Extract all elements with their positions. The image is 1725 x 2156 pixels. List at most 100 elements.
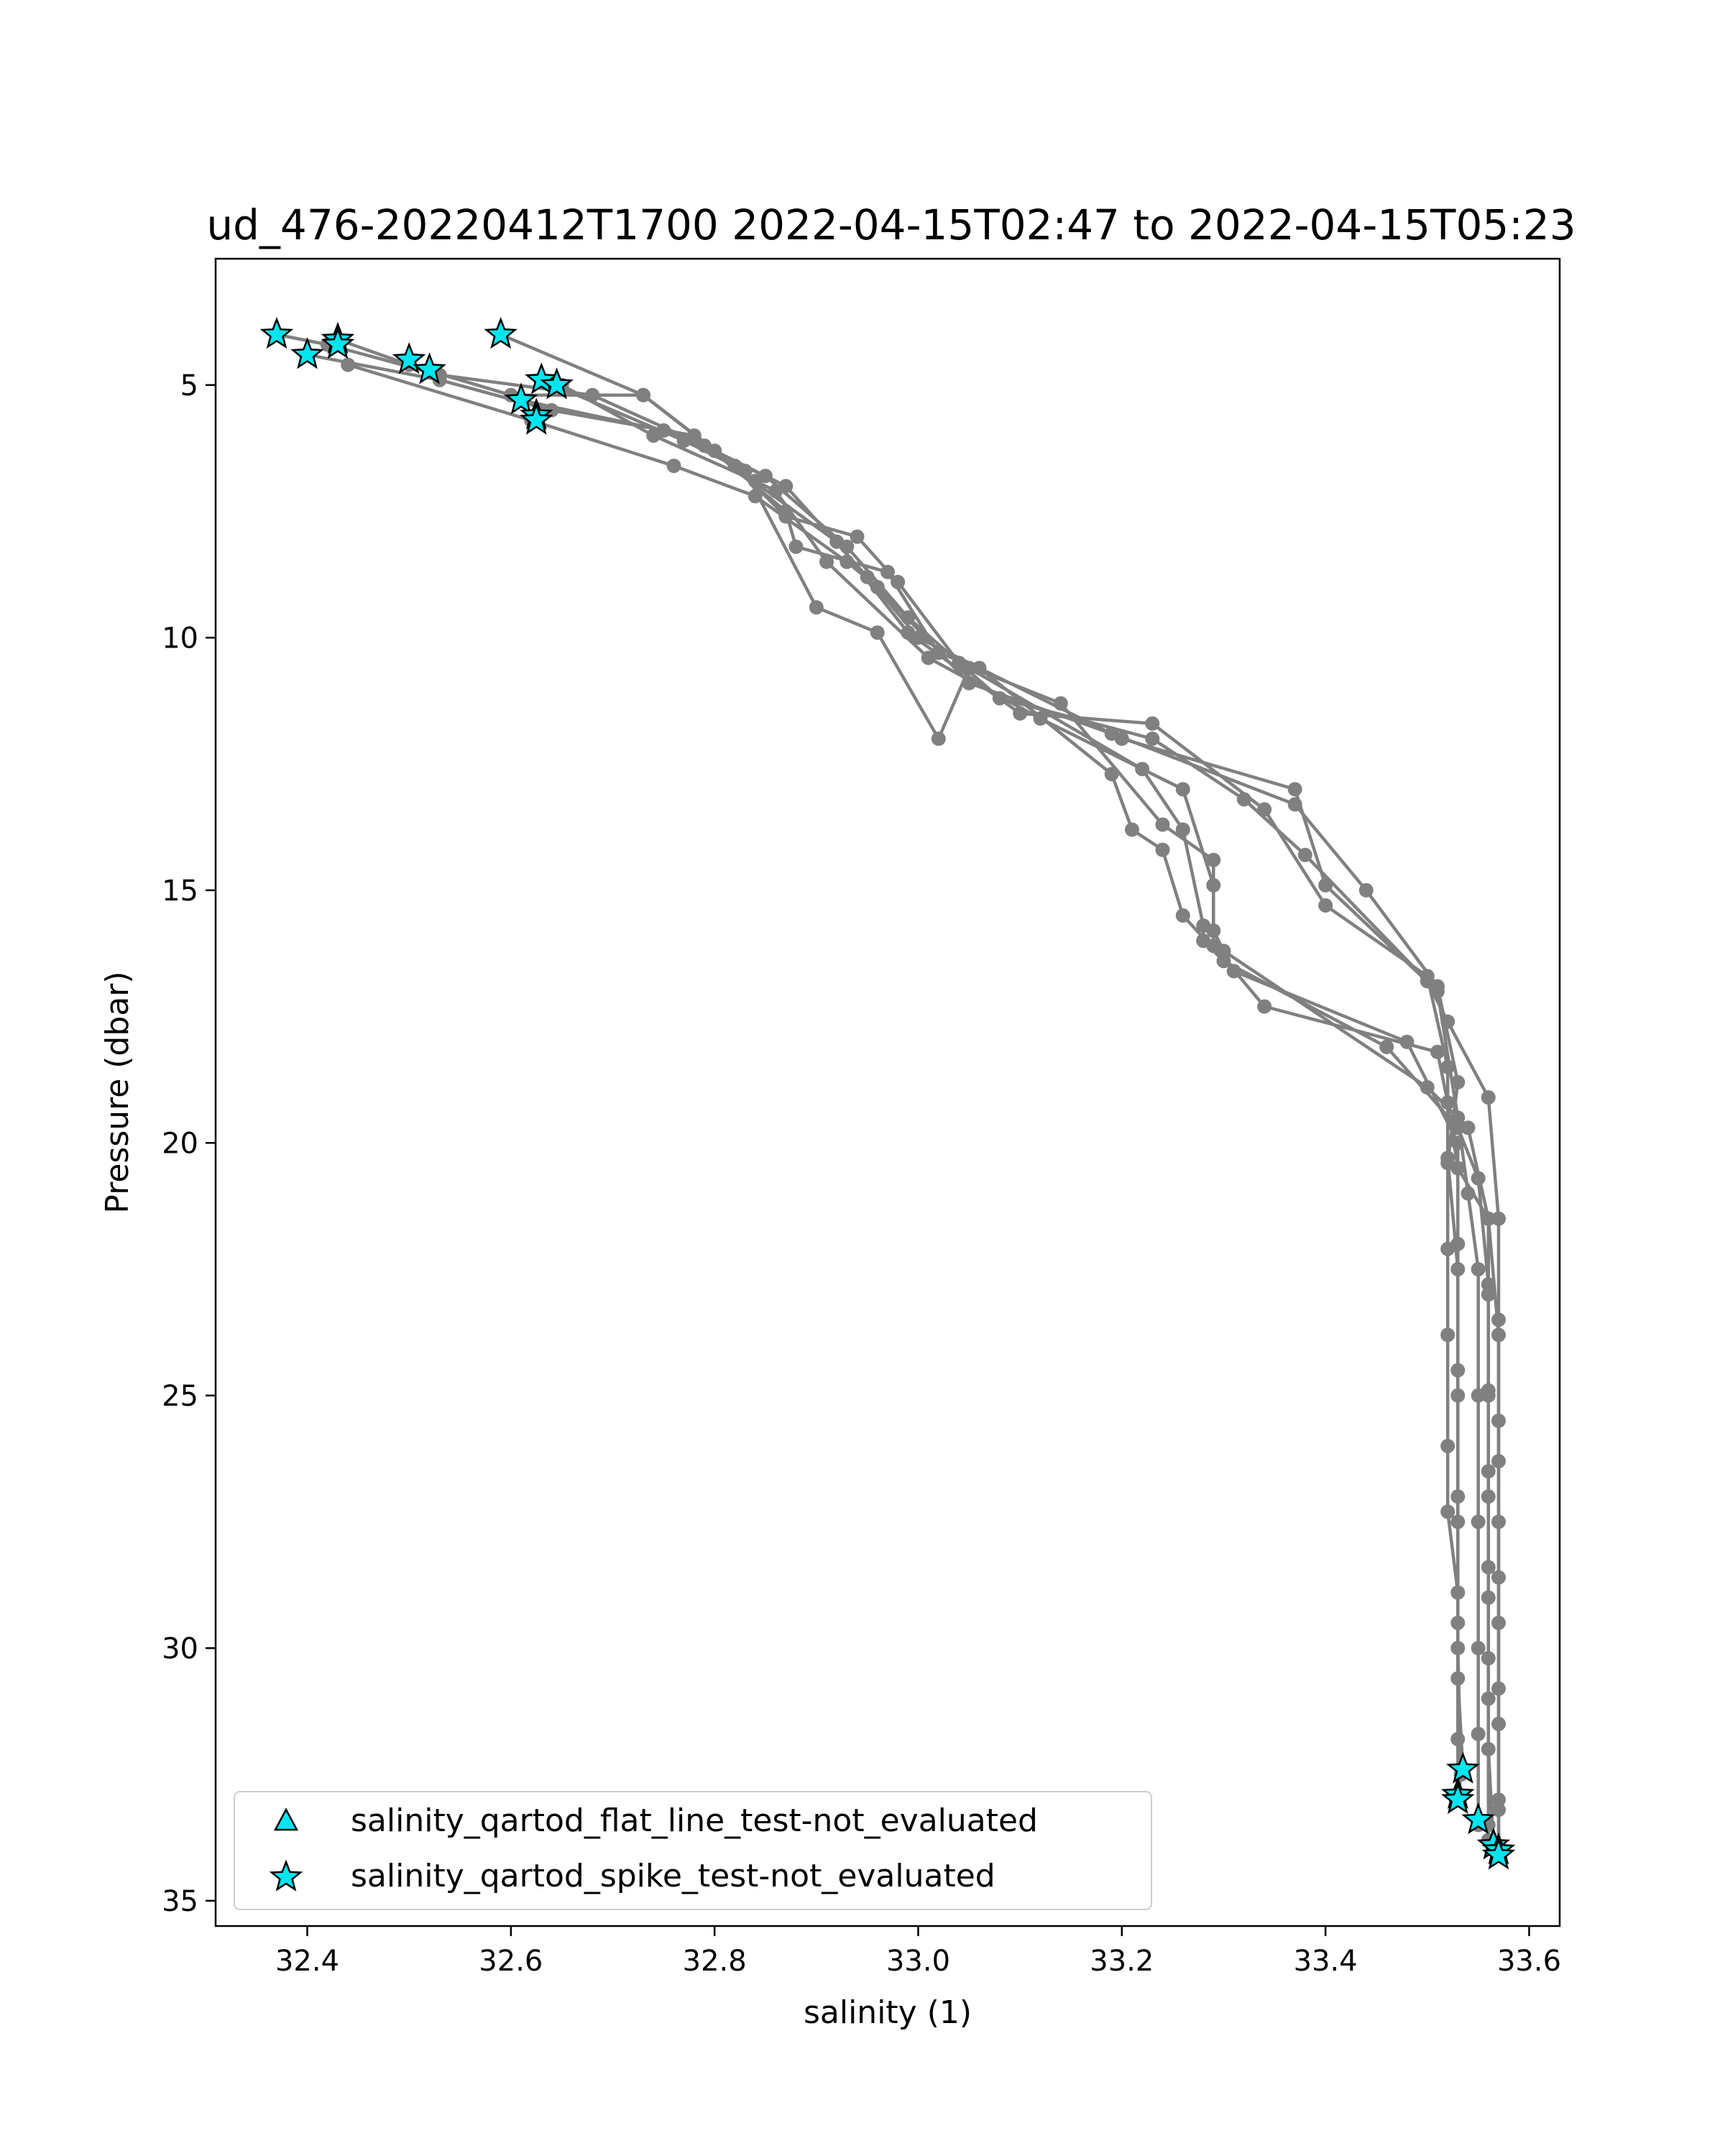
y-tick-label: 25 xyxy=(162,1380,198,1413)
spike-star-marker xyxy=(540,367,574,400)
data-point xyxy=(840,554,855,569)
data-point xyxy=(1450,1363,1466,1378)
data-point xyxy=(1491,1514,1506,1529)
series-6 xyxy=(534,372,1501,1853)
data-point xyxy=(870,625,885,640)
data-point xyxy=(1358,883,1374,898)
data-point xyxy=(1481,1560,1496,1575)
data-point xyxy=(1491,1802,1506,1818)
data-point xyxy=(1460,1120,1476,1135)
data-point xyxy=(1481,1741,1496,1756)
data-point xyxy=(870,580,885,594)
chart-title: ud_476-20220412T1700 2022-04-15T02:47 to… xyxy=(206,201,1576,249)
data-point xyxy=(1450,1671,1466,1686)
data-point xyxy=(1216,944,1231,959)
y-axis-ticks: 5 10 15 20 25 30 35 xyxy=(162,369,216,1918)
data-point xyxy=(962,660,977,676)
data-point xyxy=(1175,782,1190,797)
spike-star-marker xyxy=(1461,1802,1495,1835)
x-axis-label: salinity (1) xyxy=(804,1994,972,2031)
data-point xyxy=(1236,792,1251,807)
data-point xyxy=(1287,782,1302,797)
data-point xyxy=(1257,999,1272,1014)
data-point xyxy=(1145,731,1160,746)
series-line xyxy=(561,383,1501,1851)
data-point xyxy=(1450,1120,1466,1135)
y-tick-label: 15 xyxy=(162,875,198,908)
x-tick-label: 32.6 xyxy=(479,1945,543,1978)
x-tick-label: 33.6 xyxy=(1497,1945,1561,1978)
x-tick-label: 32.8 xyxy=(683,1945,747,1978)
spike-star-marker xyxy=(290,337,324,369)
data-point xyxy=(1481,1090,1496,1105)
data-point xyxy=(1430,1044,1445,1059)
data-point xyxy=(1155,817,1170,832)
legend-box xyxy=(234,1791,1152,1910)
data-point xyxy=(1471,1514,1486,1529)
data-point xyxy=(840,539,855,554)
data-point xyxy=(901,610,916,625)
series-line xyxy=(347,363,1465,1770)
spike-star-marker xyxy=(259,317,294,349)
spike-star-marker xyxy=(1441,1782,1475,1815)
data-point xyxy=(1440,1504,1455,1519)
data-point xyxy=(1420,974,1435,989)
series-line xyxy=(520,398,1501,1856)
spike-star-marker xyxy=(392,342,426,374)
series-7 xyxy=(554,377,1506,1858)
data-point xyxy=(1450,1074,1466,1089)
data-point xyxy=(1175,908,1190,923)
legend: salinity_qartod_flat_line_test-not_evalu… xyxy=(234,1791,1152,1910)
marker-layer xyxy=(259,317,1516,1870)
data-point xyxy=(656,423,671,438)
series-line xyxy=(337,338,1480,1825)
data-point xyxy=(1491,1716,1506,1731)
series-line xyxy=(500,333,1491,1841)
data-point xyxy=(788,539,804,554)
data-point xyxy=(1481,1211,1496,1226)
data-point xyxy=(1125,822,1139,837)
data-point xyxy=(1287,797,1302,812)
data-point xyxy=(1481,1383,1496,1398)
data-point xyxy=(341,357,356,372)
x-tick-label: 33.2 xyxy=(1090,1945,1154,1978)
data-point xyxy=(1440,1241,1455,1256)
data-point xyxy=(636,387,650,402)
data-point xyxy=(931,731,946,746)
spike-star-marker xyxy=(413,352,446,384)
legend-triangle-marker xyxy=(273,1807,299,1831)
data-point xyxy=(1206,852,1221,867)
data-point xyxy=(1318,898,1333,913)
spike-star-marker xyxy=(1446,1751,1480,1784)
spike-star-marker xyxy=(321,327,355,359)
data-point xyxy=(1420,1080,1435,1095)
data-point xyxy=(891,574,906,589)
data-point xyxy=(1471,1726,1486,1741)
y-tick-label: 5 xyxy=(180,369,198,402)
data-point xyxy=(1491,1414,1506,1428)
data-point xyxy=(1491,1312,1506,1327)
data-point xyxy=(1196,934,1211,949)
data-point xyxy=(1175,822,1190,837)
data-point xyxy=(809,600,824,615)
data-point xyxy=(1471,1262,1486,1277)
data-point xyxy=(1481,1277,1496,1292)
x-tick-label: 32.4 xyxy=(275,1945,339,1978)
data-point xyxy=(1440,1014,1455,1029)
y-tick-label: 35 xyxy=(162,1885,198,1918)
series-2 xyxy=(331,332,1486,1833)
data-point xyxy=(1379,1039,1394,1054)
series-8 xyxy=(514,392,1506,1863)
data-point xyxy=(1145,716,1160,731)
series-5 xyxy=(493,327,1496,1848)
data-point xyxy=(1450,1585,1466,1600)
spike-star-marker xyxy=(525,362,558,395)
data-point xyxy=(1471,1641,1486,1656)
spike-star-marker xyxy=(1481,1838,1516,1870)
data-point xyxy=(1297,847,1312,862)
data-point xyxy=(1216,954,1231,969)
data-point xyxy=(1481,1464,1496,1479)
y-tick-label: 10 xyxy=(162,622,198,655)
data-point xyxy=(819,554,834,569)
